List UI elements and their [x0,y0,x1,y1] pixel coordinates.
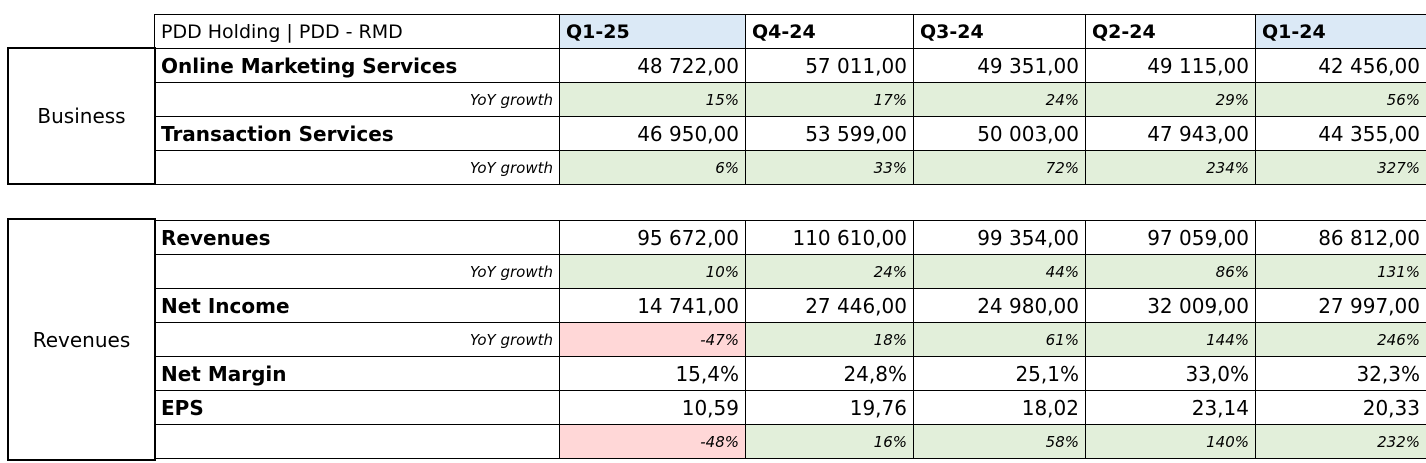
growth-cell[interactable]: 140% [1085,424,1256,459]
value-cell[interactable]: 86 812,00 [1255,220,1426,255]
business-section-text: Business [37,104,126,128]
growth-cell[interactable]: 17% [745,82,914,117]
row-label[interactable]: YoY growth [154,150,560,185]
growth-cell[interactable]: 24% [745,254,914,289]
growth-cell[interactable]: 33% [745,150,914,185]
value-cell[interactable]: 110 610,00 [745,220,914,255]
value-cell[interactable]: 33,0% [1085,356,1256,391]
growth-cell[interactable]: 144% [1085,322,1256,357]
growth-cell[interactable]: 29% [1085,82,1256,117]
table-row: Revenues 95 672,00 110 610,00 99 354,00 … [154,220,1426,255]
value-cell[interactable]: 97 059,00 [1085,220,1256,255]
growth-cell[interactable]: -47% [559,322,746,357]
row-label[interactable]: YoY growth [154,82,560,117]
row-label[interactable]: Net Income [154,288,560,323]
value-cell[interactable]: 46 950,00 [559,116,746,151]
row-label[interactable]: YoY growth [154,322,560,357]
row-label[interactable]: Revenues [154,220,560,255]
table-row: YoY growth 10% 24% 44% 86% 131% [154,254,1426,289]
value-cell[interactable]: 49 351,00 [913,48,1086,83]
row-label[interactable]: EPS [154,390,560,425]
value-cell[interactable]: 42 456,00 [1255,48,1426,83]
quarter-header-q4-24[interactable]: Q4-24 [745,14,914,49]
value-cell[interactable]: 57 011,00 [745,48,914,83]
table-row: EPS 10,59 19,76 18,02 23,14 20,33 [154,390,1426,425]
growth-cell[interactable]: 44% [913,254,1086,289]
value-cell[interactable]: 95 672,00 [559,220,746,255]
row-label[interactable]: YoY growth [154,254,560,289]
value-cell[interactable]: 48 722,00 [559,48,746,83]
row-label[interactable]: Online Marketing Services [154,48,560,83]
quarter-header-q1-24[interactable]: Q1-24 [1255,14,1426,49]
quarter-header-q3-24[interactable]: Q3-24 [913,14,1086,49]
value-cell[interactable]: 14 741,00 [559,288,746,323]
value-cell[interactable]: 19,76 [745,390,914,425]
growth-cell[interactable]: 10% [559,254,746,289]
growth-cell[interactable]: 15% [559,82,746,117]
quarter-header-q2-24[interactable]: Q2-24 [1085,14,1256,49]
value-cell[interactable]: 27 446,00 [745,288,914,323]
table-row: YoY growth -47% 18% 61% 144% 246% [154,322,1426,357]
value-cell[interactable]: 18,02 [913,390,1086,425]
table-row: YoY growth 15% 17% 24% 29% 56% [154,82,1426,117]
table-row: Transaction Services 46 950,00 53 599,00… [154,116,1426,151]
growth-cell[interactable]: 72% [913,150,1086,185]
table-row: Online Marketing Services 48 722,00 57 0… [154,48,1426,83]
value-cell[interactable]: 24,8% [745,356,914,391]
revenues-table: Revenues 95 672,00 110 610,00 99 354,00 … [154,220,1426,459]
table-row: Net Margin 15,4% 24,8% 25,1% 33,0% 32,3% [154,356,1426,391]
value-cell[interactable]: 99 354,00 [913,220,1086,255]
header-row: PDD Holding | PDD - RMD Q1-25 Q4-24 Q3-2… [154,14,1426,49]
value-cell[interactable]: 27 997,00 [1255,288,1426,323]
growth-cell[interactable]: 232% [1255,424,1426,459]
revenues-section-label[interactable]: Revenues [7,218,156,461]
value-cell[interactable]: 44 355,00 [1255,116,1426,151]
value-cell[interactable]: 47 943,00 [1085,116,1256,151]
value-cell[interactable]: 49 115,00 [1085,48,1256,83]
business-table: Online Marketing Services 48 722,00 57 0… [154,48,1426,185]
business-section-label[interactable]: Business [7,47,156,185]
growth-cell[interactable]: 16% [745,424,914,459]
value-cell[interactable]: 32,3% [1255,356,1426,391]
value-cell[interactable]: 53 599,00 [745,116,914,151]
growth-cell[interactable]: 6% [559,150,746,185]
table-row: -48% 16% 58% 140% 232% [154,424,1426,459]
value-cell[interactable]: 15,4% [559,356,746,391]
table-row: Net Income 14 741,00 27 446,00 24 980,00… [154,288,1426,323]
row-label[interactable]: Net Margin [154,356,560,391]
revenues-section-text: Revenues [32,327,131,352]
row-label[interactable] [154,424,560,459]
quarter-header-q1-25[interactable]: Q1-25 [559,14,746,49]
growth-cell[interactable]: 24% [913,82,1086,117]
growth-cell[interactable]: 61% [913,322,1086,357]
sheet-title[interactable]: PDD Holding | PDD - RMD [154,14,560,49]
growth-cell[interactable]: 246% [1255,322,1426,357]
value-cell[interactable]: 50 003,00 [913,116,1086,151]
header-table: PDD Holding | PDD - RMD Q1-25 Q4-24 Q3-2… [154,14,1426,49]
growth-cell[interactable]: 131% [1255,254,1426,289]
value-cell[interactable]: 23,14 [1085,390,1256,425]
value-cell[interactable]: 32 009,00 [1085,288,1256,323]
row-label[interactable]: Transaction Services [154,116,560,151]
growth-cell[interactable]: 327% [1255,150,1426,185]
growth-cell[interactable]: 18% [745,322,914,357]
value-cell[interactable]: 24 980,00 [913,288,1086,323]
table-row: YoY growth 6% 33% 72% 234% 327% [154,150,1426,185]
growth-cell[interactable]: 234% [1085,150,1256,185]
value-cell[interactable]: 25,1% [913,356,1086,391]
value-cell[interactable]: 20,33 [1255,390,1426,425]
value-cell[interactable]: 10,59 [559,390,746,425]
growth-cell[interactable]: 56% [1255,82,1426,117]
growth-cell[interactable]: 58% [913,424,1086,459]
growth-cell[interactable]: -48% [559,424,746,459]
growth-cell[interactable]: 86% [1085,254,1256,289]
